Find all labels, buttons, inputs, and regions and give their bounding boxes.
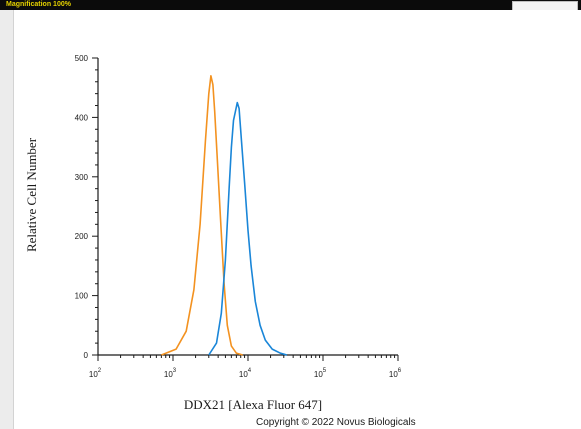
- x-tick-base: 10: [164, 370, 173, 379]
- series-group: [161, 75, 288, 356]
- y-tick-label: 400: [75, 113, 89, 122]
- x-tick-base: 10: [314, 370, 323, 379]
- x-tick-label: 103: [164, 368, 177, 379]
- y-tick-label: 0: [84, 351, 89, 360]
- x-axis-label: DDX21 [Alexa Fluor 647]: [184, 397, 322, 412]
- histogram-series-1: [161, 75, 243, 356]
- x-tick-exponent: 4: [248, 368, 252, 374]
- y-axis-label: Relative Cell Number: [24, 137, 39, 252]
- y-tick-label: 200: [75, 232, 89, 241]
- axes-group: [92, 57, 399, 361]
- y-tick-label: 300: [75, 173, 89, 182]
- x-tick-exponent: 2: [98, 368, 102, 374]
- histogram-series-2: [208, 101, 288, 356]
- x-tick-exponent: 3: [173, 368, 177, 374]
- x-tick-base: 10: [89, 370, 98, 379]
- x-tick-label: 106: [389, 368, 402, 379]
- x-tick-label: 102: [89, 368, 102, 379]
- y-tick-label: 500: [75, 54, 89, 63]
- top-toolbar: Magnification 100%: [0, 0, 581, 11]
- left-panel-edge: [0, 10, 14, 429]
- x-tick-exponent: 6: [398, 368, 402, 374]
- y-tick-label: 100: [75, 292, 89, 301]
- x-tick-label: 105: [314, 368, 327, 379]
- x-tick-base: 10: [389, 370, 398, 379]
- magnification-label: Magnification 100%: [6, 1, 71, 8]
- histogram-figure: 0 100 200 300 400 500 102 103 104 105 106 DDX21 [Al…: [14, 10, 581, 429]
- copyright-notice: Copyright © 2022 Novus Biologicals: [256, 417, 416, 428]
- x-tick-label: 104: [239, 368, 252, 379]
- x-tick-base: 10: [239, 370, 248, 379]
- x-tick-exponent: 5: [323, 368, 327, 374]
